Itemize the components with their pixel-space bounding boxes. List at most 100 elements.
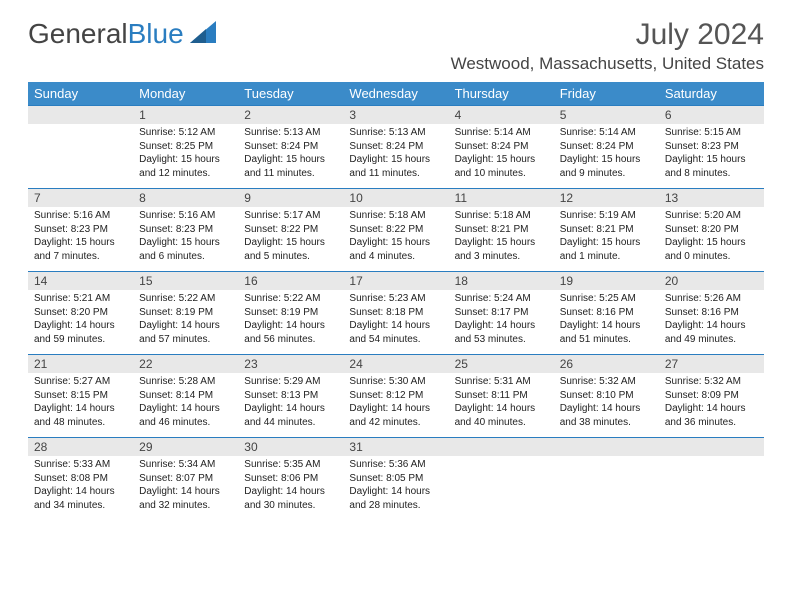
dayname-header: Wednesday <box>343 82 448 106</box>
day-cell: Sunrise: 5:14 AMSunset: 8:24 PMDaylight:… <box>449 124 554 189</box>
day-cell: Sunrise: 5:13 AMSunset: 8:24 PMDaylight:… <box>238 124 343 189</box>
day-number: 28 <box>28 438 133 457</box>
sunrise-text: Sunrise: 5:14 AM <box>560 126 653 140</box>
sunset-text: Sunset: 8:23 PM <box>665 140 758 154</box>
day-number: 3 <box>343 106 448 125</box>
day-number: 16 <box>238 272 343 291</box>
sunrise-text: Sunrise: 5:22 AM <box>244 292 337 306</box>
dayname-header: Thursday <box>449 82 554 106</box>
daylight-text: Daylight: 14 hours and 38 minutes. <box>560 402 653 429</box>
daylight-text: Daylight: 15 hours and 1 minute. <box>560 236 653 263</box>
day-number: 12 <box>554 189 659 208</box>
dayname-header: Monday <box>133 82 238 106</box>
day-cell <box>554 456 659 520</box>
sunrise-text: Sunrise: 5:33 AM <box>34 458 127 472</box>
daynum-row: 123456 <box>28 106 764 125</box>
logo-sail-icon <box>190 18 216 50</box>
content-row: Sunrise: 5:33 AMSunset: 8:08 PMDaylight:… <box>28 456 764 520</box>
day-number: 5 <box>554 106 659 125</box>
day-cell: Sunrise: 5:34 AMSunset: 8:07 PMDaylight:… <box>133 456 238 520</box>
daynum-row: 78910111213 <box>28 189 764 208</box>
sunrise-text: Sunrise: 5:28 AM <box>139 375 232 389</box>
day-cell: Sunrise: 5:22 AMSunset: 8:19 PMDaylight:… <box>133 290 238 355</box>
content-row: Sunrise: 5:21 AMSunset: 8:20 PMDaylight:… <box>28 290 764 355</box>
sunset-text: Sunset: 8:12 PM <box>349 389 442 403</box>
sunrise-text: Sunrise: 5:22 AM <box>139 292 232 306</box>
daylight-text: Daylight: 14 hours and 54 minutes. <box>349 319 442 346</box>
daylight-text: Daylight: 14 hours and 49 minutes. <box>665 319 758 346</box>
sunset-text: Sunset: 8:20 PM <box>34 306 127 320</box>
daylight-text: Daylight: 14 hours and 53 minutes. <box>455 319 548 346</box>
day-number: 26 <box>554 355 659 374</box>
day-number: 29 <box>133 438 238 457</box>
sunrise-text: Sunrise: 5:12 AM <box>139 126 232 140</box>
day-cell: Sunrise: 5:16 AMSunset: 8:23 PMDaylight:… <box>28 207 133 272</box>
sunrise-text: Sunrise: 5:19 AM <box>560 209 653 223</box>
day-number: 17 <box>343 272 448 291</box>
sunset-text: Sunset: 8:17 PM <box>455 306 548 320</box>
daylight-text: Daylight: 14 hours and 36 minutes. <box>665 402 758 429</box>
day-number: 1 <box>133 106 238 125</box>
daylight-text: Daylight: 14 hours and 32 minutes. <box>139 485 232 512</box>
day-number: 30 <box>238 438 343 457</box>
sunrise-text: Sunrise: 5:15 AM <box>665 126 758 140</box>
day-cell: Sunrise: 5:13 AMSunset: 8:24 PMDaylight:… <box>343 124 448 189</box>
sunrise-text: Sunrise: 5:24 AM <box>455 292 548 306</box>
daylight-text: Daylight: 15 hours and 4 minutes. <box>349 236 442 263</box>
location: Westwood, Massachusetts, United States <box>451 54 764 74</box>
daynum-row: 21222324252627 <box>28 355 764 374</box>
content-row: Sunrise: 5:27 AMSunset: 8:15 PMDaylight:… <box>28 373 764 438</box>
sunset-text: Sunset: 8:22 PM <box>244 223 337 237</box>
sunrise-text: Sunrise: 5:35 AM <box>244 458 337 472</box>
sunrise-text: Sunrise: 5:36 AM <box>349 458 442 472</box>
daylight-text: Daylight: 15 hours and 0 minutes. <box>665 236 758 263</box>
day-cell: Sunrise: 5:33 AMSunset: 8:08 PMDaylight:… <box>28 456 133 520</box>
daylight-text: Daylight: 15 hours and 5 minutes. <box>244 236 337 263</box>
day-cell: Sunrise: 5:36 AMSunset: 8:05 PMDaylight:… <box>343 456 448 520</box>
day-number: 31 <box>343 438 448 457</box>
sunrise-text: Sunrise: 5:27 AM <box>34 375 127 389</box>
title-block: July 2024 Westwood, Massachusetts, Unite… <box>451 18 764 74</box>
day-number: 23 <box>238 355 343 374</box>
day-number: 20 <box>659 272 764 291</box>
day-number: 13 <box>659 189 764 208</box>
day-number: 6 <box>659 106 764 125</box>
sunset-text: Sunset: 8:21 PM <box>560 223 653 237</box>
daylight-text: Daylight: 15 hours and 6 minutes. <box>139 236 232 263</box>
day-cell: Sunrise: 5:19 AMSunset: 8:21 PMDaylight:… <box>554 207 659 272</box>
day-cell: Sunrise: 5:16 AMSunset: 8:23 PMDaylight:… <box>133 207 238 272</box>
sunrise-text: Sunrise: 5:25 AM <box>560 292 653 306</box>
content-row: Sunrise: 5:16 AMSunset: 8:23 PMDaylight:… <box>28 207 764 272</box>
day-number: 19 <box>554 272 659 291</box>
sunset-text: Sunset: 8:24 PM <box>455 140 548 154</box>
sunrise-text: Sunrise: 5:16 AM <box>139 209 232 223</box>
daylight-text: Daylight: 14 hours and 46 minutes. <box>139 402 232 429</box>
daylight-text: Daylight: 15 hours and 8 minutes. <box>665 153 758 180</box>
sunrise-text: Sunrise: 5:32 AM <box>665 375 758 389</box>
daylight-text: Daylight: 15 hours and 11 minutes. <box>244 153 337 180</box>
day-number: 8 <box>133 189 238 208</box>
sunset-text: Sunset: 8:16 PM <box>560 306 653 320</box>
day-cell: Sunrise: 5:32 AMSunset: 8:10 PMDaylight:… <box>554 373 659 438</box>
day-number: 9 <box>238 189 343 208</box>
daylight-text: Daylight: 15 hours and 7 minutes. <box>34 236 127 263</box>
day-cell: Sunrise: 5:15 AMSunset: 8:23 PMDaylight:… <box>659 124 764 189</box>
sunrise-text: Sunrise: 5:16 AM <box>34 209 127 223</box>
sunrise-text: Sunrise: 5:14 AM <box>455 126 548 140</box>
daylight-text: Daylight: 14 hours and 48 minutes. <box>34 402 127 429</box>
month-title: July 2024 <box>451 18 764 52</box>
sunset-text: Sunset: 8:19 PM <box>244 306 337 320</box>
day-cell: Sunrise: 5:23 AMSunset: 8:18 PMDaylight:… <box>343 290 448 355</box>
day-number <box>659 438 764 457</box>
calendar-table: Sunday Monday Tuesday Wednesday Thursday… <box>28 82 764 520</box>
sunrise-text: Sunrise: 5:20 AM <box>665 209 758 223</box>
sunset-text: Sunset: 8:06 PM <box>244 472 337 486</box>
daylight-text: Daylight: 15 hours and 12 minutes. <box>139 153 232 180</box>
header: GeneralBlue July 2024 Westwood, Massachu… <box>28 18 764 74</box>
daynum-row: 14151617181920 <box>28 272 764 291</box>
sunset-text: Sunset: 8:18 PM <box>349 306 442 320</box>
day-cell: Sunrise: 5:28 AMSunset: 8:14 PMDaylight:… <box>133 373 238 438</box>
day-cell: Sunrise: 5:25 AMSunset: 8:16 PMDaylight:… <box>554 290 659 355</box>
day-cell: Sunrise: 5:22 AMSunset: 8:19 PMDaylight:… <box>238 290 343 355</box>
sunset-text: Sunset: 8:07 PM <box>139 472 232 486</box>
